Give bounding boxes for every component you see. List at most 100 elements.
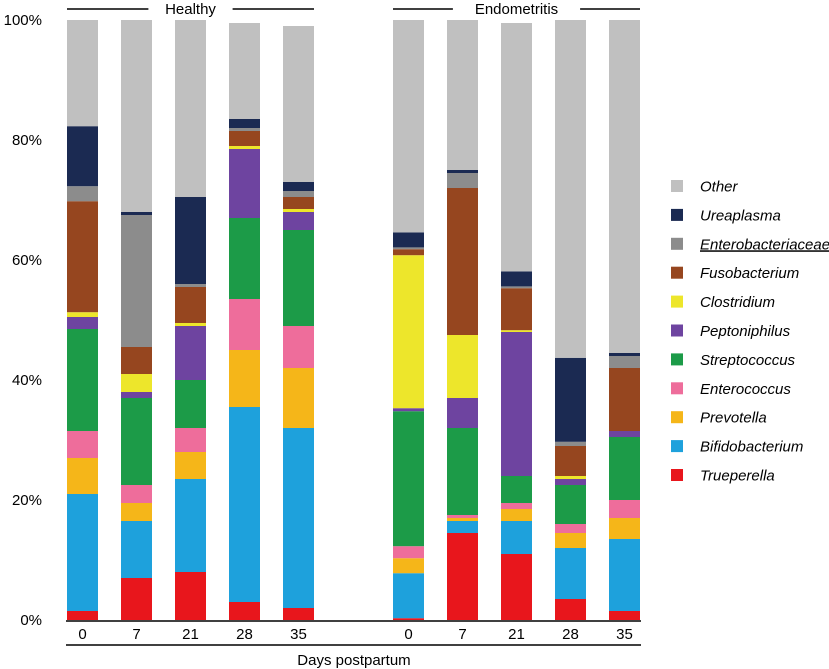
bar-segment-enterobacteriaceae	[175, 284, 206, 287]
bar-segment-enterococcus	[609, 500, 640, 518]
y-tick-label: 0%	[20, 612, 42, 629]
bar-segment-trueperella	[501, 554, 532, 620]
x-tick-label: 28	[236, 626, 253, 643]
bar-segment-trueperella	[175, 572, 206, 620]
bar-segment-enterobacteriaceae	[283, 191, 314, 197]
y-axis: 0% 20% 40% 60% 80% 100%	[4, 12, 42, 629]
legend-label: Peptoniphilus	[700, 323, 791, 340]
bar-segment-trueperella	[229, 602, 260, 620]
bar-segment-fusobacterium	[555, 446, 586, 476]
bar-segment-ureaplasma	[283, 182, 314, 191]
bar-segment-enterococcus	[283, 326, 314, 368]
bar-segment-streptococcus	[555, 485, 586, 524]
bar-segment-enterobacteriaceae	[555, 441, 586, 446]
legend-label: Ureaplasma	[700, 207, 781, 224]
bar-segment-fusobacterium	[501, 288, 532, 331]
legend-swatch	[671, 266, 683, 279]
bar-segment-streptococcus	[283, 230, 314, 326]
bar-segment-prevotella	[121, 503, 152, 521]
y-tick-label: 40%	[12, 372, 42, 389]
bar-segment-fusobacterium	[229, 131, 260, 146]
bar-segment-fusobacterium	[121, 347, 152, 374]
y-tick-label: 80%	[12, 132, 42, 149]
legend-swatch	[671, 237, 683, 250]
y-tick-label: 20%	[12, 492, 42, 509]
bar-segment-ureaplasma	[609, 353, 640, 356]
legend-swatch	[671, 324, 683, 337]
legend-swatch	[671, 382, 683, 395]
bar-segment-other	[67, 20, 98, 127]
bar-segment-clostridium	[229, 146, 260, 149]
bar-segment-peptoniphilus	[229, 149, 260, 218]
bar-segment-bifidobacterium	[175, 479, 206, 572]
x-tick-label: 21	[182, 626, 199, 643]
bar-segment-clostridium	[501, 330, 532, 332]
bar-segment-enterobacteriaceae	[67, 186, 98, 202]
bar-segment-prevotella	[67, 458, 98, 494]
group-label: Healthy	[165, 1, 216, 18]
bar-segment-trueperella	[283, 608, 314, 620]
bar-segment-clostridium	[555, 476, 586, 479]
legend-label: Clostridium	[700, 294, 775, 311]
bar-segment-trueperella	[447, 533, 478, 620]
bar-segment-enterococcus	[121, 485, 152, 503]
bar-segment-bifidobacterium	[393, 573, 424, 619]
bar-segment-ureaplasma	[447, 170, 478, 173]
bar-segment-prevotella	[555, 533, 586, 548]
legend-swatch	[671, 440, 683, 453]
legend-swatch	[671, 208, 683, 221]
bar-segment-enterococcus	[447, 515, 478, 518]
bar-segment-clostridium	[283, 209, 314, 212]
legend-label: Trueperella	[700, 468, 775, 485]
bar-segment-enterococcus	[175, 428, 206, 452]
bar-segment-enterococcus	[67, 431, 98, 458]
x-axis-title: Days postpartum	[297, 652, 410, 669]
bar-segment-ureaplasma	[175, 197, 206, 284]
bar-segment-clostridium	[121, 374, 152, 392]
x-tick-label: 7	[132, 626, 140, 643]
y-tick-label: 60%	[12, 252, 42, 269]
bar-segment-other	[393, 20, 424, 233]
bar-segment-bifidobacterium	[501, 521, 532, 554]
bar-segment-trueperella	[121, 578, 152, 620]
bar-segment-ureaplasma	[393, 232, 424, 248]
bar-segment-enterobacteriaceae	[447, 173, 478, 188]
bar-segment-other	[229, 23, 260, 119]
bars	[67, 20, 640, 620]
x-tick-label: 0	[78, 626, 86, 643]
bar-segment-enterobacteriaceae	[229, 128, 260, 131]
bar-segment-bifidobacterium	[121, 521, 152, 578]
bar-segment-other	[609, 20, 640, 353]
legend-label: Bifidobacterium	[700, 439, 803, 456]
bar-segment-clostridium	[393, 255, 424, 409]
bar-segment-fusobacterium	[283, 197, 314, 209]
legend-swatch	[671, 411, 683, 424]
bar-segment-bifidobacterium	[447, 521, 478, 533]
bar-segment-fusobacterium	[393, 249, 424, 256]
legend-label: Fusobacterium	[700, 265, 799, 282]
bar-segment-enterobacteriaceae	[393, 247, 424, 250]
bar-segment-trueperella	[67, 611, 98, 620]
bar-segment-enterobacteriaceae	[501, 286, 532, 289]
bar-segment-peptoniphilus	[283, 212, 314, 230]
legend-label: Enterococcus	[700, 381, 791, 398]
bar-segment-bifidobacterium	[229, 407, 260, 602]
legend-label: Prevotella	[700, 410, 767, 427]
bar-segment-enterococcus	[393, 546, 424, 559]
bar-segment-enterococcus	[229, 299, 260, 350]
bar-segment-streptococcus	[501, 476, 532, 503]
bar-segment-fusobacterium	[447, 188, 478, 335]
bar-segment-bifidobacterium	[609, 539, 640, 611]
bar-segment-enterobacteriaceae	[121, 215, 152, 347]
x-axis: Days postpartum 0 7 21 28 35 0 7 21 28 35	[66, 620, 641, 669]
bar-segment-other	[175, 20, 206, 197]
bar-segment-fusobacterium	[67, 201, 98, 313]
legend-swatch	[671, 180, 683, 192]
bar-segment-streptococcus	[609, 437, 640, 500]
bar-segment-streptococcus	[229, 218, 260, 299]
bar-segment-trueperella	[555, 599, 586, 620]
bar-segment-peptoniphilus	[121, 392, 152, 398]
bar-segment-ureaplasma	[121, 212, 152, 215]
bar-segment-clostridium	[447, 335, 478, 398]
